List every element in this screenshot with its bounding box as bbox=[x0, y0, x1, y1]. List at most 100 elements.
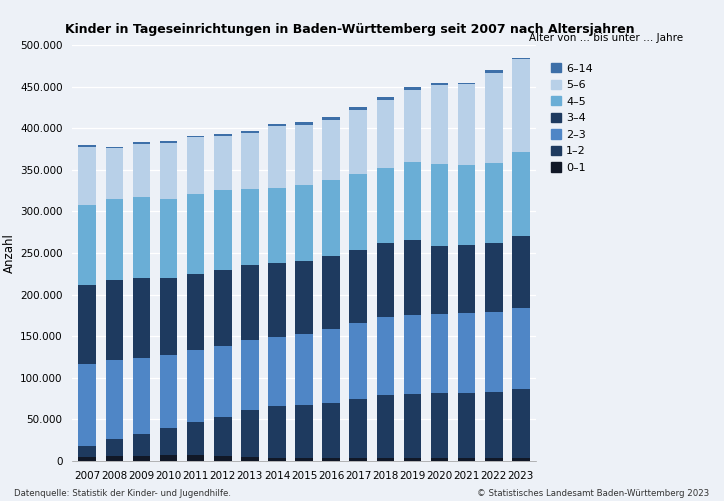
Bar bbox=[187, 455, 204, 461]
Bar bbox=[376, 395, 394, 458]
Bar bbox=[512, 457, 530, 461]
Bar bbox=[431, 458, 448, 461]
Y-axis label: Anzahl: Anzahl bbox=[3, 233, 16, 273]
Bar bbox=[295, 261, 313, 334]
Bar bbox=[160, 198, 177, 279]
Bar bbox=[431, 393, 448, 458]
Bar bbox=[458, 245, 476, 313]
Bar bbox=[322, 120, 340, 180]
Bar bbox=[376, 243, 394, 318]
Bar bbox=[350, 108, 367, 110]
Bar bbox=[431, 246, 448, 314]
Bar bbox=[512, 59, 530, 152]
Bar bbox=[106, 439, 123, 456]
Bar bbox=[295, 125, 313, 185]
Bar bbox=[458, 83, 476, 84]
Bar bbox=[187, 194, 204, 274]
Bar bbox=[241, 410, 258, 457]
Bar bbox=[160, 428, 177, 455]
Text: Alter von … bis unter … Jahre: Alter von … bis unter … Jahre bbox=[529, 33, 683, 43]
Bar bbox=[295, 458, 313, 461]
Bar bbox=[106, 199, 123, 280]
Bar bbox=[214, 136, 232, 190]
Bar bbox=[431, 83, 448, 85]
Bar bbox=[268, 124, 286, 126]
Bar bbox=[268, 188, 286, 264]
Bar bbox=[268, 126, 286, 188]
Bar bbox=[376, 98, 394, 100]
Bar bbox=[132, 142, 151, 144]
Bar bbox=[458, 84, 476, 165]
Bar bbox=[458, 165, 476, 245]
Bar bbox=[160, 455, 177, 461]
Bar bbox=[187, 137, 204, 194]
Bar bbox=[78, 147, 96, 205]
Bar bbox=[160, 143, 177, 198]
Bar bbox=[160, 279, 177, 355]
Bar bbox=[350, 250, 367, 323]
Bar bbox=[404, 394, 421, 458]
Bar bbox=[404, 458, 421, 461]
Bar bbox=[485, 392, 502, 458]
Bar bbox=[458, 393, 476, 458]
Bar bbox=[106, 456, 123, 461]
Bar bbox=[322, 117, 340, 120]
Bar bbox=[485, 163, 502, 243]
Bar bbox=[132, 434, 151, 455]
Bar bbox=[268, 264, 286, 337]
Bar bbox=[106, 148, 123, 199]
Bar bbox=[132, 197, 151, 278]
Bar bbox=[322, 458, 340, 461]
Bar bbox=[106, 360, 123, 439]
Bar bbox=[512, 58, 530, 59]
Bar bbox=[132, 358, 151, 434]
Bar bbox=[322, 256, 340, 329]
Bar bbox=[322, 403, 340, 458]
Bar bbox=[214, 134, 232, 136]
Bar bbox=[431, 314, 448, 393]
Bar bbox=[404, 90, 421, 162]
Bar bbox=[241, 189, 258, 265]
Bar bbox=[160, 141, 177, 143]
Legend: 6–14, 5–6, 4–5, 3–4, 2–3, 1–2, 0–1: 6–14, 5–6, 4–5, 3–4, 2–3, 1–2, 0–1 bbox=[550, 63, 593, 173]
Bar bbox=[404, 87, 421, 90]
Bar bbox=[295, 122, 313, 125]
Bar bbox=[485, 243, 502, 313]
Bar bbox=[485, 70, 502, 73]
Bar bbox=[485, 313, 502, 392]
Bar bbox=[350, 323, 367, 399]
Bar bbox=[376, 318, 394, 395]
Bar bbox=[214, 190, 232, 270]
Bar bbox=[241, 340, 258, 410]
Bar bbox=[295, 405, 313, 458]
Bar bbox=[106, 147, 123, 148]
Bar bbox=[376, 168, 394, 243]
Text: Datenquelle: Statistik der Kinder- und Jugendhilfe.: Datenquelle: Statistik der Kinder- und J… bbox=[14, 489, 232, 498]
Bar bbox=[295, 334, 313, 405]
Bar bbox=[78, 364, 96, 446]
Bar bbox=[512, 235, 530, 308]
Bar bbox=[214, 456, 232, 461]
Bar bbox=[350, 399, 367, 458]
Bar bbox=[78, 446, 96, 457]
Bar bbox=[404, 315, 421, 394]
Bar bbox=[241, 265, 258, 340]
Bar bbox=[458, 313, 476, 393]
Bar bbox=[132, 455, 151, 461]
Bar bbox=[376, 458, 394, 461]
Bar bbox=[187, 274, 204, 350]
Bar bbox=[132, 278, 151, 358]
Bar bbox=[268, 337, 286, 406]
Bar bbox=[295, 185, 313, 261]
Bar bbox=[241, 457, 258, 461]
Bar bbox=[187, 350, 204, 422]
Bar bbox=[78, 457, 96, 461]
Bar bbox=[350, 110, 367, 174]
Bar bbox=[241, 131, 258, 133]
Bar bbox=[106, 280, 123, 360]
Bar bbox=[431, 164, 448, 246]
Bar bbox=[322, 180, 340, 256]
Bar bbox=[214, 270, 232, 346]
Bar bbox=[78, 205, 96, 285]
Bar bbox=[485, 458, 502, 461]
